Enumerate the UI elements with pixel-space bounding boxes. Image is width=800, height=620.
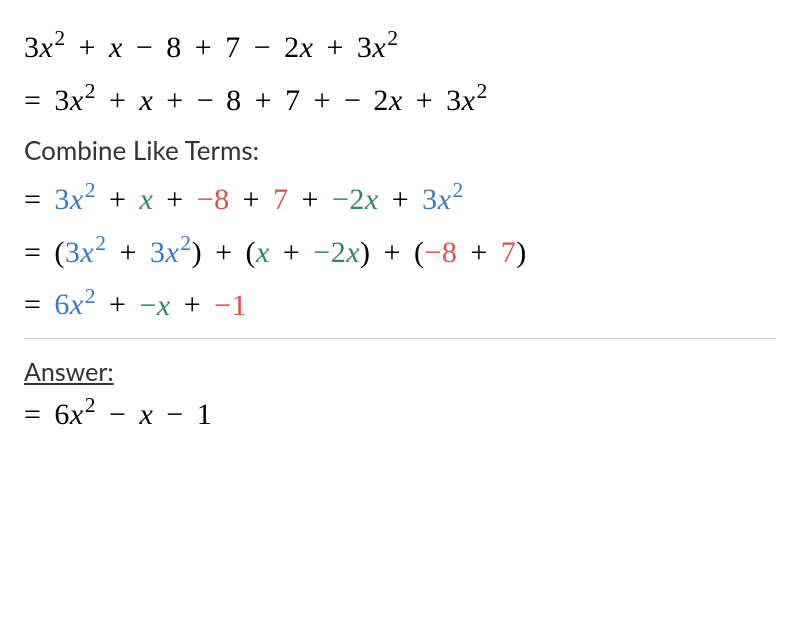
term-blue: 3x2	[150, 236, 192, 269]
exp: 2	[387, 26, 398, 50]
term-blue: 3x2	[65, 236, 107, 269]
term-blue: 3x2	[54, 183, 96, 216]
term-green: x	[139, 183, 153, 216]
eq: =	[24, 236, 41, 269]
expr-line-3: = 3x2 + x + −8 + 7 + −2x + 3x2	[24, 180, 776, 215]
eq: =	[24, 398, 41, 431]
coef: 3	[54, 84, 70, 117]
exp: 2	[54, 26, 65, 50]
op-minus: −	[109, 398, 126, 431]
exp: 2	[85, 393, 96, 417]
paren: )	[192, 236, 203, 269]
var: x	[139, 398, 153, 431]
term-green: −x	[139, 288, 170, 321]
expr-line-1: 3x2 + x − 8 + 7 − 2x + 3x2	[24, 28, 776, 63]
paren: (	[246, 236, 257, 269]
const: 7	[225, 31, 241, 64]
const: 7	[285, 84, 301, 117]
paren: (	[414, 236, 425, 269]
op-plus: +	[120, 236, 137, 269]
var: x	[372, 31, 386, 64]
paren: )	[516, 236, 527, 269]
op-plus: +	[109, 288, 126, 321]
const: 8	[226, 84, 242, 117]
term-red: 7	[273, 183, 289, 216]
op-minus: −	[136, 31, 153, 64]
op-plus: +	[109, 84, 126, 117]
exp: 2	[85, 79, 96, 103]
answer-label: Answer:	[24, 357, 776, 387]
var: x	[139, 84, 153, 117]
var: x	[300, 31, 314, 64]
var: x	[70, 84, 84, 117]
term-red: −8	[424, 236, 457, 269]
op-plus: +	[416, 84, 433, 117]
op-plus: +	[314, 84, 331, 117]
op-plus: +	[283, 236, 300, 269]
op-plus: +	[166, 183, 183, 216]
op-plus: +	[255, 84, 272, 117]
eq: =	[24, 84, 41, 117]
term-green: x	[256, 236, 270, 269]
term-red: −8	[197, 183, 230, 216]
term-green: −2x	[313, 236, 360, 269]
op-plus: +	[109, 183, 126, 216]
combine-label: Combine Like Terms:	[24, 134, 776, 166]
const: 1	[197, 398, 213, 431]
op-minus: −	[344, 84, 361, 117]
coef: 3	[446, 84, 462, 117]
op-plus: +	[79, 31, 96, 64]
op-plus: +	[326, 31, 343, 64]
coef: 2	[373, 84, 389, 117]
op-plus: +	[392, 183, 409, 216]
exp: 2	[476, 79, 487, 103]
op-plus: +	[166, 84, 183, 117]
var: x	[109, 31, 123, 64]
op-plus: +	[302, 183, 319, 216]
op-plus: +	[243, 183, 260, 216]
term-green: −2x	[332, 183, 379, 216]
op-plus: +	[184, 288, 201, 321]
term-red: 7	[501, 236, 517, 269]
paren: (	[54, 236, 65, 269]
op-plus: +	[384, 236, 401, 269]
expr-line-5: = 6x2 + −x + −1	[24, 286, 776, 321]
expr-line-6: = 6x2 − x − 1	[24, 395, 776, 430]
op-minus: −	[197, 84, 214, 117]
op-plus: +	[470, 236, 487, 269]
var: x	[70, 398, 84, 431]
op-plus: +	[215, 236, 232, 269]
expr-line-2: = 3x2 + x + − 8 + 7 + − 2x + 3x2	[24, 81, 776, 116]
eq: =	[24, 183, 41, 216]
op-plus: +	[195, 31, 212, 64]
expr-line-4: = (3x2 + 3x2) + (x + −2x) + (−8 + 7)	[24, 233, 776, 268]
paren: )	[360, 236, 371, 269]
var: x	[462, 84, 476, 117]
coef: 3	[357, 31, 373, 64]
coef: 2	[284, 31, 300, 64]
var: x	[389, 84, 403, 117]
term-blue: 6x2	[54, 288, 96, 321]
var: x	[40, 31, 54, 64]
term-red: −1	[214, 288, 247, 321]
const: 8	[166, 31, 182, 64]
divider	[24, 338, 776, 339]
eq: =	[24, 288, 41, 321]
op-minus: −	[254, 31, 271, 64]
op-minus: −	[166, 398, 183, 431]
term-blue: 3x2	[422, 183, 464, 216]
coef: 6	[54, 398, 70, 431]
coef: 3	[24, 31, 40, 64]
